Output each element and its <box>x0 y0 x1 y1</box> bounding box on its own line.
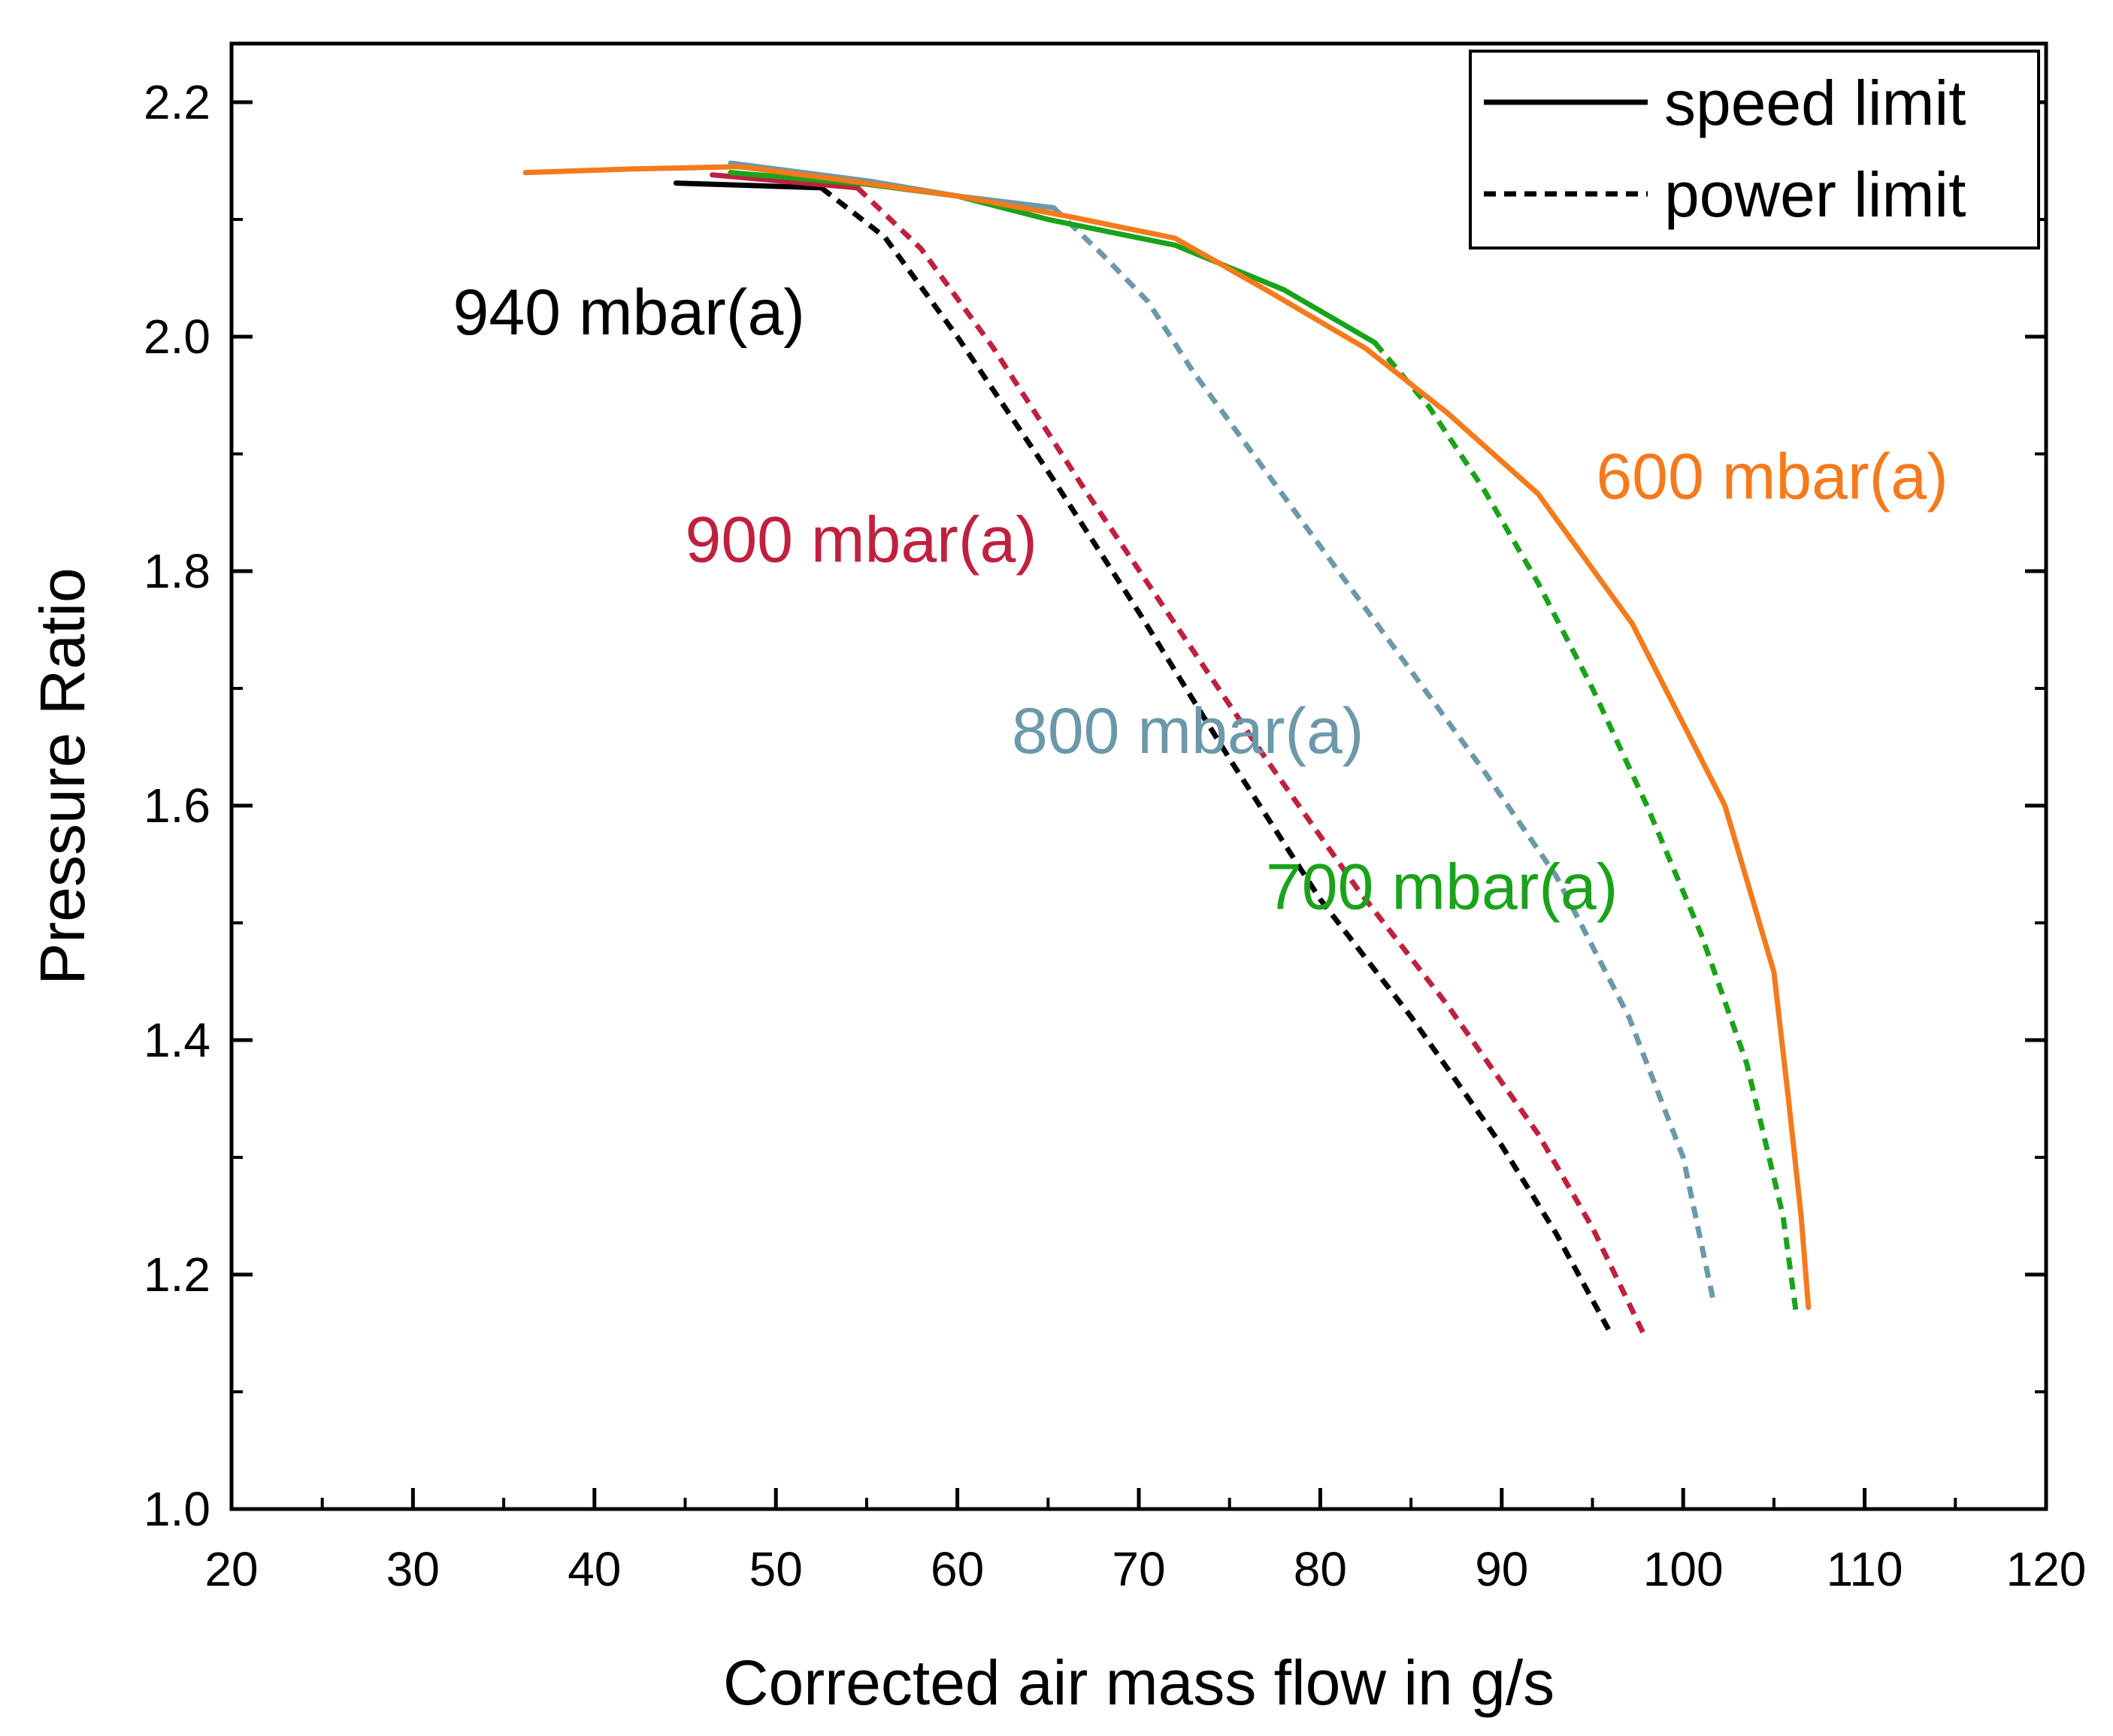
x-tick-label: 30 <box>386 1542 440 1596</box>
series-label-800-mbar-a: 800 mbar(a) <box>1012 695 1364 767</box>
x-tick-label: 100 <box>1643 1542 1724 1596</box>
y-tick-label: 1.0 <box>144 1482 210 1536</box>
series-label-700-mbar-a: 700 mbar(a) <box>1266 851 1618 923</box>
y-tick-label: 1.8 <box>144 544 210 598</box>
x-tick-label: 80 <box>1294 1542 1347 1596</box>
series-800-mbar-a-power-limit-line <box>1052 205 1717 1305</box>
x-tick-label: 20 <box>204 1542 258 1596</box>
series-900-mbar-a-power-limit-line <box>855 186 1646 1335</box>
legend: speed limit power limit <box>1469 50 2040 250</box>
legend-label-speed-limit: speed limit <box>1664 68 1966 138</box>
y-tick-label: 1.2 <box>144 1248 210 1302</box>
y-axis-title: Pressure Ratio <box>27 567 98 985</box>
x-tick-label: 110 <box>1827 1542 1903 1596</box>
series-label-900-mbar-a: 900 mbar(a) <box>686 504 1037 576</box>
x-tick-label: 40 <box>568 1542 621 1596</box>
series-layer <box>522 160 1812 1335</box>
series-label-layer: 940 mbar(a) 900 mbar(a) 800 mbar(a) 700 mba… <box>453 277 1948 923</box>
series-940-mbar-a-speed-limit-line <box>673 180 825 191</box>
x-axis: 20 30 40 50 60 70 80 90 100 110 120 <box>204 1488 2086 1596</box>
legend-label-power-limit: power limit <box>1664 159 1966 230</box>
series-label-940-mbar-a: 940 mbar(a) <box>453 277 805 349</box>
x-tick-label: 70 <box>1112 1542 1165 1596</box>
x-tick-label: 120 <box>2006 1542 2087 1596</box>
y-tick-label: 2.0 <box>144 310 210 364</box>
series-900-mbar-a-speed-limit-line <box>710 172 861 191</box>
y-tick-label: 2.2 <box>144 75 210 129</box>
series-700-mbar-a-power-limit-line <box>1373 340 1799 1311</box>
x-tick-label: 90 <box>1475 1542 1528 1596</box>
legend-box <box>1469 50 2040 250</box>
x-tick-label: 60 <box>931 1542 984 1596</box>
series-label-600-mbar-a: 600 mbar(a) <box>1596 440 1948 513</box>
series-940-mbar-a-power-limit-line <box>819 186 1613 1335</box>
x-axis-title: Corrected air mass flow in g/s <box>723 1647 1554 1718</box>
y-tick-label: 1.6 <box>144 779 210 833</box>
series-600-mbar-a-speed-limit-line <box>522 164 1812 1311</box>
y-axis: 1.0 1.2 1.4 1.6 1.8 2.0 2.2 <box>144 75 2046 1536</box>
y-tick-label: 1.4 <box>144 1013 210 1067</box>
x-tick-label: 50 <box>749 1542 803 1596</box>
